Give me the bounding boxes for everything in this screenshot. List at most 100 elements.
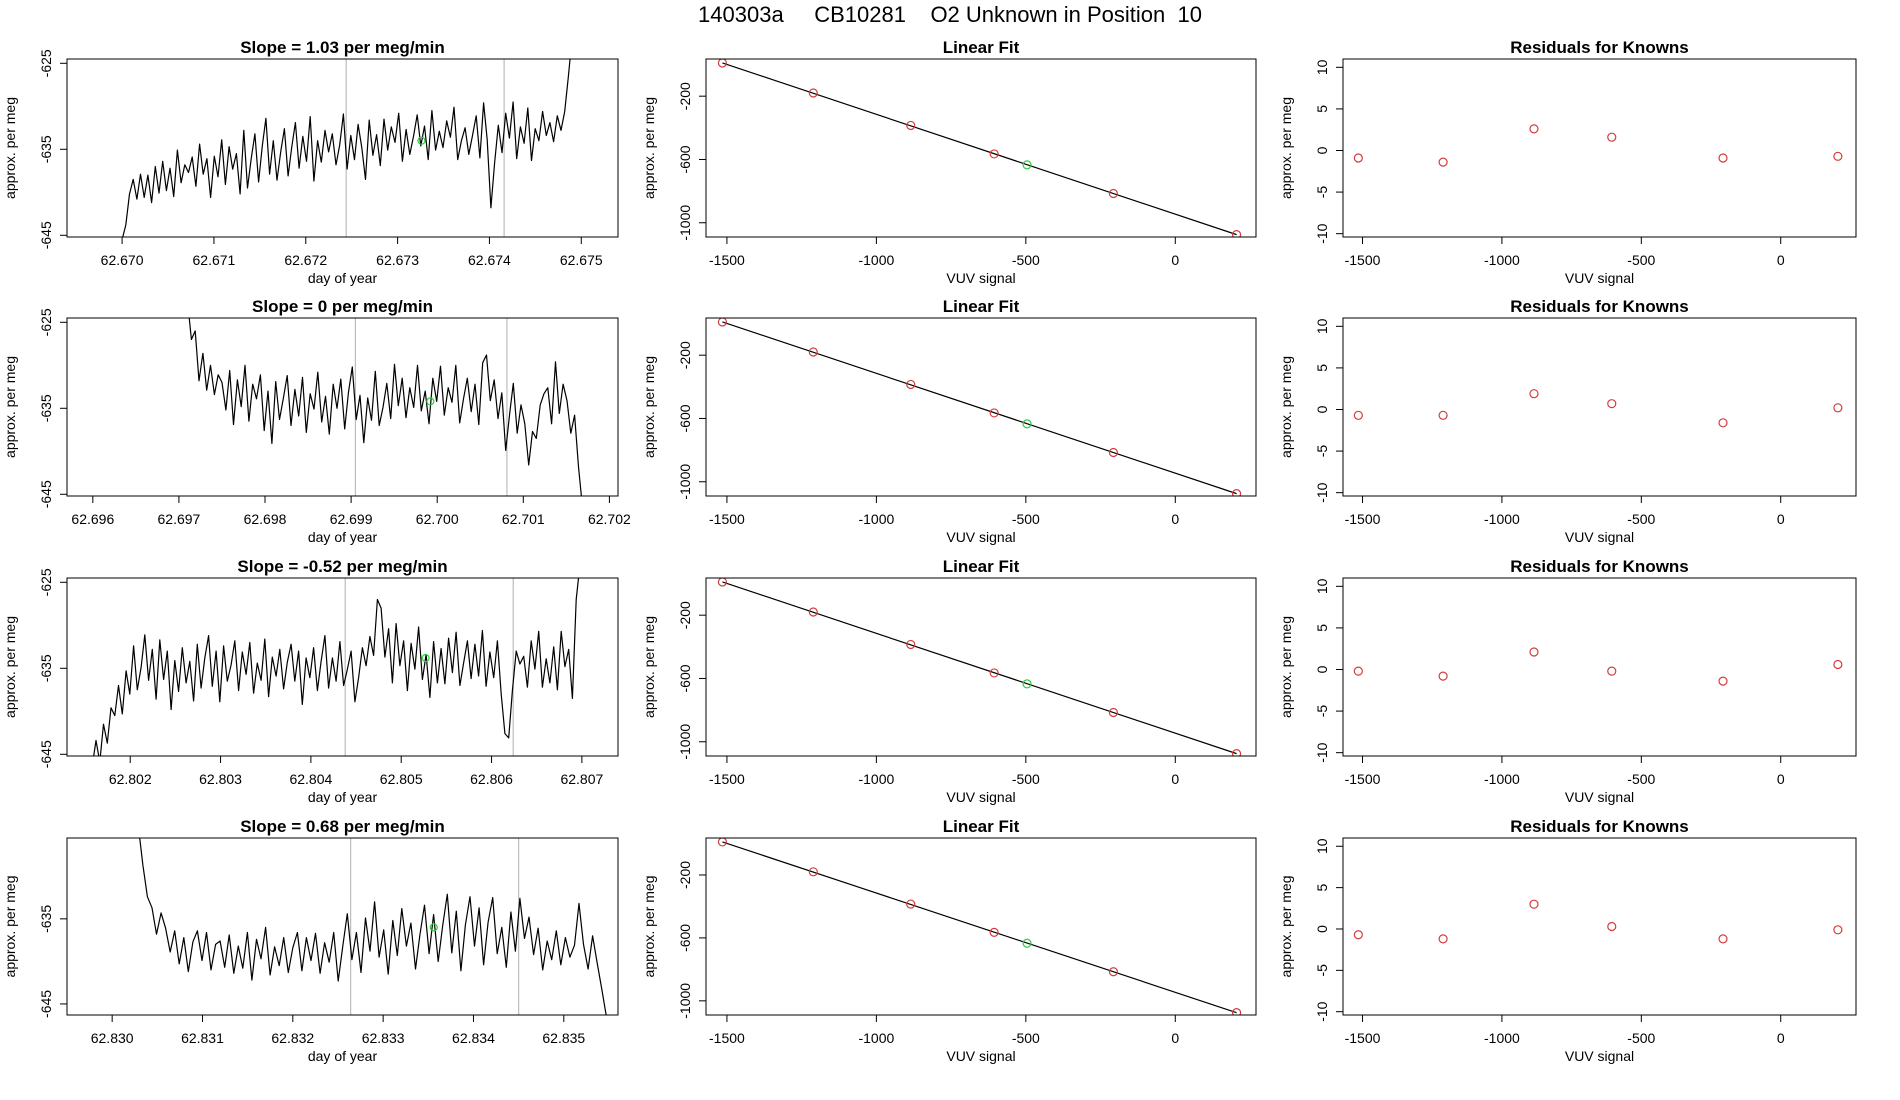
panel-title: Linear Fit [943,297,1020,316]
x-tick-label: 0 [1777,511,1785,527]
y-tick-label: -1000 [677,205,693,241]
x-tick-label: 62.697 [158,511,201,527]
y-tick-label: -635 [38,135,54,163]
y-tick-label: -1000 [677,464,693,500]
y-tick-label: 5 [1314,364,1330,372]
y-tick-label: -600 [677,924,693,952]
plot-area [717,59,1242,237]
x-tick-label: 62.674 [468,252,511,268]
plot-area [139,838,607,1015]
y-axis-label: approx. per meg [1278,97,1294,199]
x-tick-label: -1000 [1484,1030,1520,1046]
known-point [1529,389,1539,399]
x-tick-label: -1500 [709,1030,745,1046]
x-tick-label: 62.802 [109,771,152,787]
y-tick-label: 10 [1314,59,1330,75]
known-point [1231,749,1242,756]
chart-panel-row2-timeseries: Slope = 0 per meg/min day of year approx. … [2,297,631,545]
plot-area [1353,124,1843,167]
plot-frame [66,837,619,1016]
y-tick-label: 5 [1314,884,1330,892]
panel-title: Residuals for Knowns [1510,557,1689,576]
known-point [717,318,728,327]
y-axis-label: approx. per meg [1278,876,1294,978]
plot-frame [705,577,1257,757]
x-tick-label: -1500 [709,771,745,787]
unknown-mean-marker [426,397,435,406]
x-tick-label: 62.835 [542,1030,585,1046]
panel-title: Residuals for Knowns [1510,297,1689,316]
known-point [1438,671,1448,681]
known-point [717,59,728,68]
plot-area [93,578,580,756]
x-tick-label: 62.804 [289,771,332,787]
y-tick-label: -5 [1314,705,1330,718]
y-tick-label: -635 [38,905,54,933]
y-axis-label: approx. per meg [1278,356,1294,458]
known-point [989,927,999,938]
known-point [1718,153,1728,163]
x-tick-label: -500 [1627,771,1655,787]
x-tick-label: 0 [1777,771,1785,787]
fit-line [722,321,1237,495]
known-point [808,88,818,98]
x-axis-label: VUV signal [1565,270,1634,286]
chart-panel-row3-residuals: Residuals for Knowns VUV signal approx. pe… [1278,557,1857,805]
x-axis-label: VUV signal [946,789,1015,805]
y-tick-label: -200 [677,601,693,629]
y-tick-label: -10 [1314,482,1330,502]
chart-panel-row1-timeseries: Slope = 1.03 per meg/min day of year appro… [2,38,619,286]
unknown-mean-marker [421,653,430,663]
x-tick-label: -1500 [709,252,745,268]
plot-area [1353,647,1843,686]
y-tick-label: -10 [1314,742,1330,762]
plot-area [188,318,582,496]
y-tick-label: 10 [1314,318,1330,334]
x-tick-label: 62.834 [452,1030,495,1046]
x-tick-label: 62.701 [502,511,545,527]
x-tick-label: -500 [1012,771,1040,787]
x-tick-label: 62.830 [91,1030,134,1046]
known-point [717,838,728,847]
chart-panel-row2-residuals: Residuals for Knowns VUV signal approx. pe… [1278,297,1857,545]
y-tick-label: -645 [38,480,54,508]
known-point [1529,647,1539,657]
unknown-point [1022,679,1032,689]
known-point [1231,230,1242,237]
x-axis-label: VUV signal [1565,1048,1634,1064]
y-tick-label: -635 [38,394,54,422]
plot-frame [1342,317,1857,497]
known-point [1353,666,1363,676]
x-tick-label: 62.670 [101,252,144,268]
y-tick-label: -200 [677,341,693,369]
y-tick-label: -10 [1314,223,1330,243]
plot-area [1353,899,1843,944]
x-tick-label: 62.671 [193,252,236,268]
x-tick-label: 62.833 [362,1030,405,1046]
panel-title: Slope = 0 per meg/min [252,297,433,316]
x-tick-label: 62.831 [181,1030,224,1046]
x-axis-label: VUV signal [1565,529,1634,545]
plot-frame [1342,837,1857,1016]
panel-title: Residuals for Knowns [1510,817,1689,836]
y-tick-label: -5 [1314,445,1330,458]
known-point [1108,447,1119,458]
x-tick-label: -1000 [858,1030,894,1046]
known-point [1833,925,1843,935]
x-tick-label: 62.805 [380,771,423,787]
known-point [1353,930,1363,940]
x-tick-label: 62.673 [376,252,419,268]
known-point [1718,676,1728,686]
x-tick-label: -1500 [709,511,745,527]
known-point [1833,403,1843,413]
known-point [1833,151,1843,161]
unknown-point [1022,160,1032,170]
chart-panel-row4-linear: Linear Fit VUV signal approx. per meg -1500… [641,817,1257,1064]
plot-frame [66,317,619,497]
chart-panel-row1-residuals: Residuals for Knowns VUV signal approx. pe… [1278,38,1857,286]
x-tick-label: -1000 [858,771,894,787]
fit-line [722,62,1237,236]
y-tick-label: -200 [677,861,693,889]
x-axis-label: VUV signal [946,270,1015,286]
chart-panel-row1-linear: Linear Fit VUV signal approx. per meg -1500… [641,38,1257,286]
